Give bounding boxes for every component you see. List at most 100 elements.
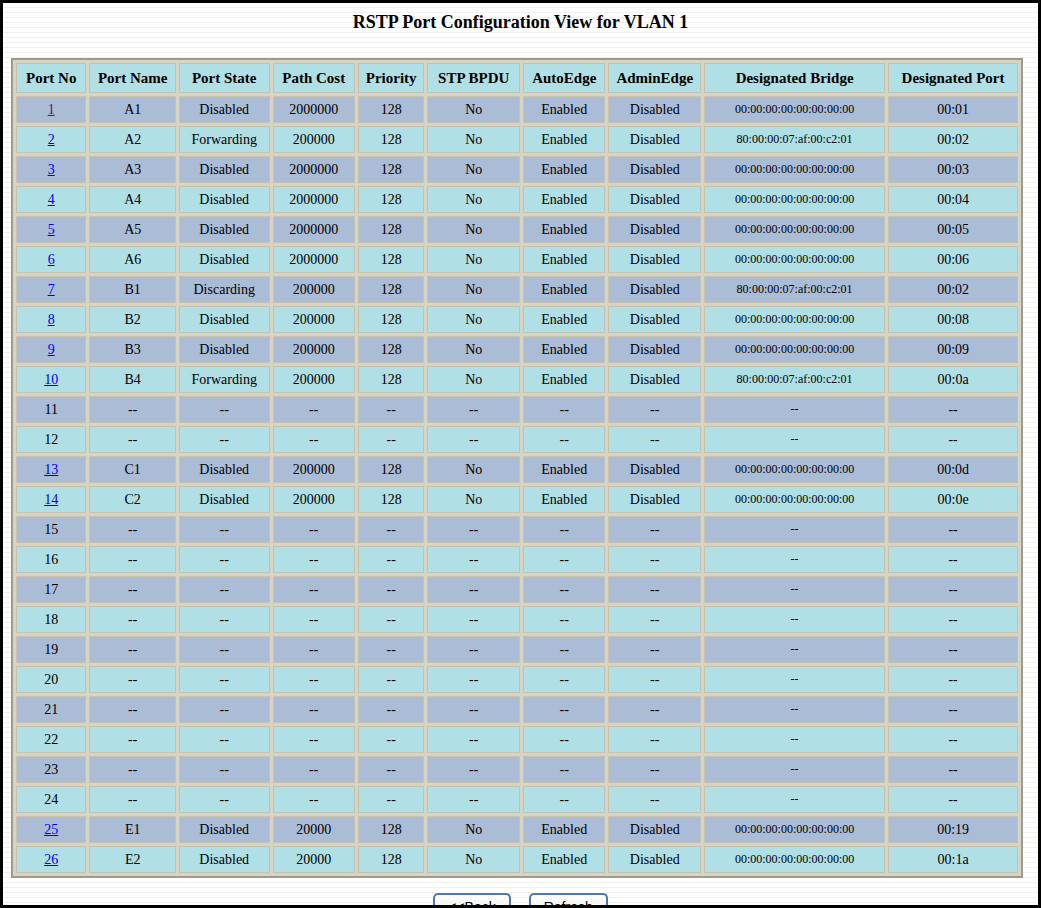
path-cost-cell: 2000000	[273, 216, 356, 243]
port-link-1[interactable]: 1	[48, 102, 55, 117]
port-name-cell: A3	[89, 156, 176, 183]
designated-port-cell: 00:09	[888, 336, 1018, 363]
designated-bridge-cell: --	[704, 666, 885, 693]
path-cost-cell: 2000000	[273, 156, 356, 183]
designated-port-cell: 00:05	[888, 216, 1018, 243]
path-cost-cell: --	[273, 726, 356, 753]
designated-bridge-cell: --	[704, 576, 885, 603]
auto-edge-cell: --	[523, 426, 606, 453]
port-link-2[interactable]: 2	[48, 132, 55, 147]
designated-port-cell: --	[888, 666, 1018, 693]
designated-bridge-cell: --	[704, 516, 885, 543]
port-link-26[interactable]: 26	[44, 852, 58, 867]
port-state-cell: Disabled	[179, 246, 270, 273]
admin-edge-cell: --	[608, 426, 701, 453]
path-cost-cell: --	[273, 786, 356, 813]
port-no-cell: 4	[16, 186, 86, 213]
stp-bpdu-cell: No	[427, 486, 520, 513]
designated-port-cell: --	[888, 516, 1018, 543]
auto-edge-cell: --	[523, 756, 606, 783]
port-name-cell: --	[89, 756, 176, 783]
path-cost-cell: 200000	[273, 126, 356, 153]
refresh-button[interactable]: Refresh	[529, 893, 608, 908]
port-state-cell: Disabled	[179, 846, 270, 873]
port-name-cell: --	[89, 396, 176, 423]
priority-cell: 128	[358, 846, 424, 873]
port-link-14[interactable]: 14	[44, 492, 58, 507]
auto-edge-cell: --	[523, 516, 606, 543]
priority-cell: --	[358, 546, 424, 573]
table-row: 14C2Disabled200000128NoEnabledDisabled00…	[16, 486, 1018, 513]
table-row: 16------------------	[16, 546, 1018, 573]
port-name-cell: E1	[89, 816, 176, 843]
port-name-cell: --	[89, 576, 176, 603]
path-cost-cell: 200000	[273, 336, 356, 363]
designated-port-cell: --	[888, 546, 1018, 573]
port-link-5[interactable]: 5	[48, 222, 55, 237]
rstp-port-table: Port NoPort NamePort StatePath CostPrior…	[11, 58, 1023, 878]
priority-cell: 128	[358, 216, 424, 243]
port-link-10[interactable]: 10	[44, 372, 58, 387]
port-link-6[interactable]: 6	[48, 252, 55, 267]
stp-bpdu-cell: No	[427, 456, 520, 483]
table-row: 2A2Forwarding200000128NoEnabledDisabled8…	[16, 126, 1018, 153]
path-cost-cell: --	[273, 426, 356, 453]
port-link-3[interactable]: 3	[48, 162, 55, 177]
port-link-7[interactable]: 7	[48, 282, 55, 297]
port-no-cell: 22	[16, 726, 86, 753]
port-name-cell: --	[89, 726, 176, 753]
admin-edge-cell: Disabled	[608, 366, 701, 393]
port-link-8[interactable]: 8	[48, 312, 55, 327]
port-name-cell: --	[89, 426, 176, 453]
designated-port-cell: --	[888, 696, 1018, 723]
stp-bpdu-cell: No	[427, 366, 520, 393]
path-cost-cell: --	[273, 666, 356, 693]
port-link-25[interactable]: 25	[44, 822, 58, 837]
port-no-cell: 10	[16, 366, 86, 393]
priority-cell: --	[358, 666, 424, 693]
priority-cell: 128	[358, 186, 424, 213]
admin-edge-cell: --	[608, 516, 701, 543]
stp-bpdu-cell: No	[427, 816, 520, 843]
designated-bridge-cell: --	[704, 426, 885, 453]
port-no-cell: 1	[16, 96, 86, 123]
page-title: RSTP Port Configuration View for VLAN 1	[3, 12, 1038, 33]
port-state-cell: --	[179, 636, 270, 663]
auto-edge-cell: --	[523, 696, 606, 723]
designated-port-cell: --	[888, 786, 1018, 813]
designated-port-cell: 00:06	[888, 246, 1018, 273]
stp-bpdu-cell: --	[427, 606, 520, 633]
designated-port-cell: --	[888, 426, 1018, 453]
priority-cell: --	[358, 576, 424, 603]
path-cost-cell: 2000000	[273, 246, 356, 273]
stp-bpdu-cell: --	[427, 696, 520, 723]
auto-edge-cell: Enabled	[523, 846, 606, 873]
admin-edge-cell: --	[608, 756, 701, 783]
port-state-cell: --	[179, 726, 270, 753]
path-cost-cell: --	[273, 516, 356, 543]
port-state-cell: --	[179, 696, 270, 723]
port-link-9[interactable]: 9	[48, 342, 55, 357]
priority-cell: --	[358, 726, 424, 753]
auto-edge-cell: --	[523, 396, 606, 423]
back-button[interactable]: <<Back	[433, 893, 510, 908]
designated-port-cell: 00:19	[888, 816, 1018, 843]
port-name-cell: A1	[89, 96, 176, 123]
port-no-cell: 14	[16, 486, 86, 513]
port-name-cell: --	[89, 516, 176, 543]
stp-bpdu-cell: No	[427, 336, 520, 363]
column-header-designated-bridge: Designated Bridge	[704, 63, 885, 93]
port-link-4[interactable]: 4	[48, 192, 55, 207]
auto-edge-cell: Enabled	[523, 96, 606, 123]
auto-edge-cell: Enabled	[523, 126, 606, 153]
auto-edge-cell: Enabled	[523, 816, 606, 843]
port-name-cell: --	[89, 696, 176, 723]
port-no-cell: 15	[16, 516, 86, 543]
port-link-13[interactable]: 13	[44, 462, 58, 477]
port-name-cell: --	[89, 546, 176, 573]
auto-edge-cell: --	[523, 606, 606, 633]
auto-edge-cell: Enabled	[523, 486, 606, 513]
path-cost-cell: 20000	[273, 846, 356, 873]
stp-bpdu-cell: No	[427, 126, 520, 153]
port-name-cell: B2	[89, 306, 176, 333]
